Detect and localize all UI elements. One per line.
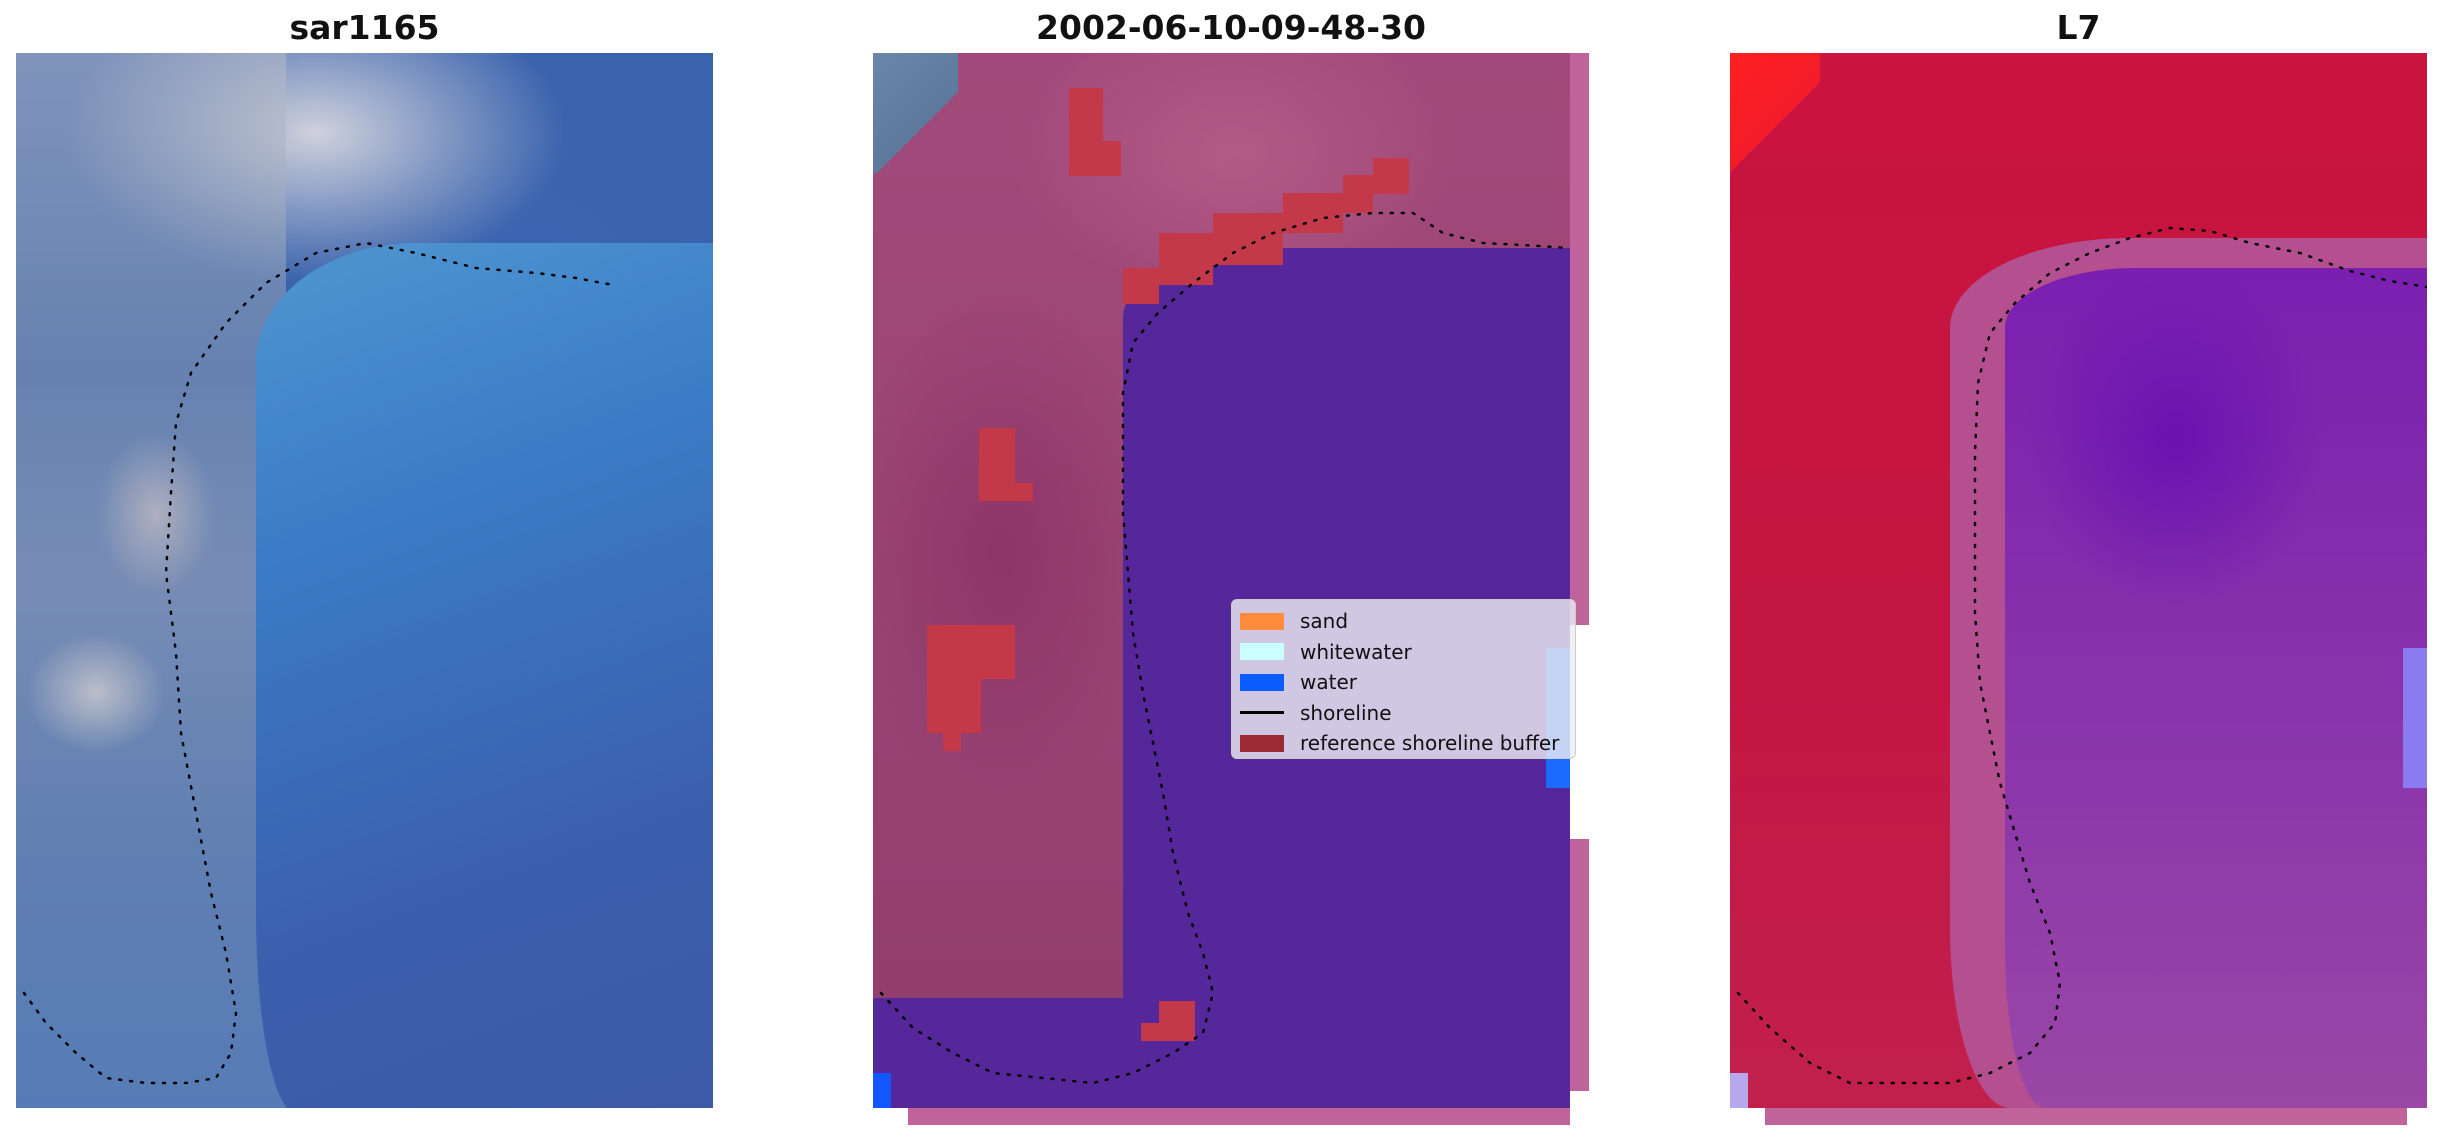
- buffer-patch: [927, 625, 1015, 679]
- legend: sand whitewater water shoreline referenc…: [1231, 599, 1576, 759]
- classified-image-panel: [873, 53, 1589, 1125]
- buffer-patch: [1213, 213, 1283, 265]
- legend-item-shoreline: shoreline: [1240, 698, 1567, 729]
- edge-strip: [908, 1108, 1570, 1125]
- buffer-patch: [1103, 141, 1121, 176]
- legend-label: reference shoreline buffer: [1300, 731, 1560, 756]
- water-pixel: [873, 1073, 891, 1108]
- edge-strip: [1570, 53, 1589, 625]
- rgb-image-panel: [16, 53, 713, 1108]
- legend-line: [1240, 711, 1284, 715]
- edge-strip: [1570, 839, 1589, 1091]
- buffer-patch: [1123, 268, 1159, 304]
- legend-label: sand: [1300, 609, 1349, 634]
- water-area-bottom: [873, 998, 1570, 1108]
- water-area: [256, 243, 713, 1108]
- legend-swatch: [1240, 643, 1284, 661]
- legend-swatch: [1240, 734, 1284, 752]
- buffer-patch: [1141, 1023, 1195, 1041]
- edge-strip: [1765, 1108, 2407, 1125]
- legend-swatch: [1240, 612, 1284, 630]
- buffer-patch: [1373, 158, 1409, 194]
- buffer-patch: [927, 679, 981, 733]
- legend-label: whitewater: [1300, 639, 1412, 664]
- panel-title-classified: 2002-06-10-09-48-30: [1036, 8, 1426, 47]
- water-pixel: [1730, 1073, 1748, 1108]
- legend-item-water: water: [1240, 667, 1567, 698]
- land-area: [16, 53, 286, 1108]
- buffer-patch: [979, 483, 1033, 501]
- legend-label: shoreline: [1300, 700, 1392, 725]
- legend-label: water: [1300, 670, 1357, 695]
- panel-title-rgb: sar1165: [289, 8, 440, 47]
- legend-item-whitewater: whitewater: [1240, 637, 1567, 668]
- legend-item-buffer: reference shoreline buffer: [1240, 728, 1567, 759]
- water-pixel: [2403, 648, 2427, 788]
- corner-region: [1730, 53, 1820, 178]
- buffer-patch: [1343, 175, 1373, 213]
- legend-swatch: [1240, 673, 1284, 691]
- corner-region: [873, 53, 958, 173]
- buffer-patch: [1069, 88, 1103, 176]
- index-image-panel: [1730, 53, 2427, 1125]
- buffer-patch: [1283, 193, 1343, 233]
- buffer-patch: [943, 733, 961, 751]
- water-area: [2005, 268, 2427, 1108]
- panel-title-index: L7: [2056, 8, 2101, 47]
- legend-item-sand: sand: [1240, 606, 1567, 637]
- buffer-patch: [1159, 233, 1213, 285]
